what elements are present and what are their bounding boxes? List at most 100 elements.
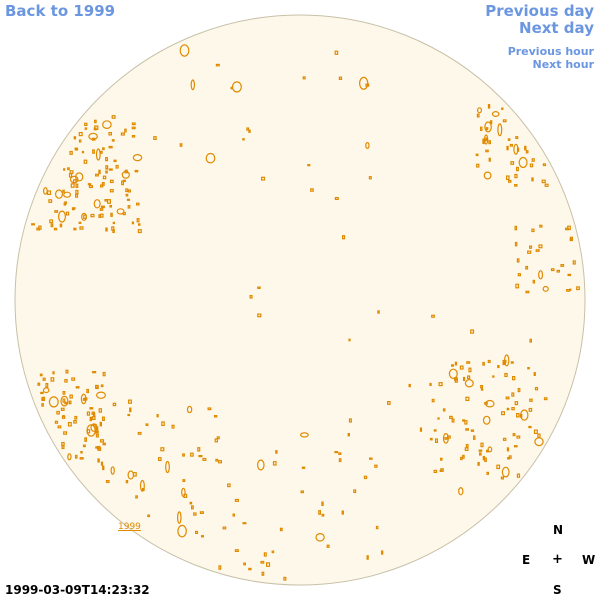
contour-mark	[257, 286, 261, 290]
contour-mark	[68, 400, 72, 405]
contour-mark	[514, 225, 518, 231]
contour-mark	[261, 571, 265, 576]
contour-mark	[125, 480, 129, 484]
contour-mark	[514, 401, 519, 406]
contour-mark	[69, 150, 73, 155]
contour-mark	[136, 202, 140, 206]
contour-mark	[99, 150, 103, 154]
contour-mark	[78, 132, 83, 137]
contour-mark	[75, 189, 79, 195]
contour-mark	[161, 421, 165, 427]
contour-mark	[531, 228, 535, 233]
contour-mark	[50, 223, 54, 228]
contour-mark	[338, 76, 343, 80]
contour-mark	[479, 452, 482, 456]
year-label-link[interactable]: 1999	[118, 522, 141, 532]
compass-north: N	[553, 523, 564, 537]
contour-mark	[86, 429, 91, 434]
contour-mark	[179, 44, 190, 57]
contour-mark	[74, 454, 78, 459]
contour-mark	[57, 425, 62, 429]
contour-mark	[467, 375, 471, 380]
contour-mark	[256, 459, 265, 471]
contour-mark	[193, 512, 197, 516]
contour-mark	[347, 433, 351, 437]
contour-mark	[160, 447, 165, 452]
contour-mark	[80, 393, 87, 405]
contour-mark	[71, 377, 76, 381]
contour-mark	[227, 483, 231, 488]
contour-mark	[60, 407, 65, 411]
contour-mark	[84, 437, 88, 442]
contour-mark	[93, 199, 101, 209]
contour-mark	[307, 164, 311, 167]
contour-mark	[300, 490, 305, 494]
contour-mark	[528, 425, 532, 429]
contour-mark	[62, 189, 65, 193]
contour-mark	[105, 480, 110, 484]
contour-mark	[48, 199, 53, 203]
contour-mark	[465, 396, 470, 401]
contour-mark	[74, 193, 79, 198]
contour-mark	[514, 173, 518, 179]
contour-mark	[516, 473, 521, 478]
contour-mark	[222, 526, 227, 530]
contour-mark	[115, 164, 119, 169]
contour-mark	[129, 407, 132, 413]
contour-mark	[480, 126, 483, 131]
contour-mark	[202, 457, 207, 461]
contour-mark	[468, 367, 472, 373]
contour-mark	[487, 446, 493, 453]
contour-mark	[302, 76, 306, 80]
back-to-year-link[interactable]: Back to 1999	[5, 2, 116, 20]
contour-mark	[500, 476, 504, 480]
contour-mark	[54, 210, 59, 213]
contour-mark	[266, 562, 271, 567]
contour-mark	[41, 403, 44, 407]
contour-mark	[470, 429, 475, 432]
contour-mark	[516, 435, 521, 439]
contour-mark	[182, 479, 186, 483]
contour-mark	[501, 411, 506, 416]
contour-mark	[79, 457, 84, 460]
contour-mark	[88, 132, 98, 141]
contour-mark	[62, 398, 66, 403]
contour-mark	[541, 179, 546, 184]
contour-mark	[39, 373, 43, 377]
contour-mark	[375, 525, 379, 530]
magnetic-contours	[31, 44, 580, 581]
contour-mark	[124, 128, 127, 133]
contour-mark	[147, 514, 151, 518]
contour-mark	[191, 505, 194, 510]
contour-mark	[437, 417, 440, 420]
contour-mark	[64, 379, 68, 383]
contour-mark	[321, 501, 324, 507]
contour-mark	[249, 295, 253, 299]
contour-mark	[439, 469, 443, 472]
contour-mark	[83, 159, 88, 164]
contour-mark	[81, 150, 85, 154]
previous-day-link[interactable]: Previous day	[485, 2, 594, 20]
solar-disk	[14, 14, 586, 586]
contour-mark	[48, 396, 59, 408]
contour-mark	[516, 147, 520, 152]
contour-mark	[135, 495, 138, 499]
contour-mark	[137, 229, 142, 234]
contour-mark	[484, 457, 487, 463]
contour-mark	[539, 224, 543, 228]
next-day-link[interactable]: Next day	[519, 19, 594, 37]
contour-mark	[550, 268, 555, 272]
contour-mark	[275, 450, 278, 454]
contour-mark	[125, 193, 129, 197]
contour-mark	[234, 498, 239, 502]
contour-mark	[42, 396, 46, 401]
contour-mark	[435, 438, 439, 444]
next-hour-link[interactable]: Next hour	[532, 58, 595, 71]
previous-hour-link[interactable]: Previous hour	[507, 45, 594, 58]
contour-mark	[485, 137, 488, 142]
contour-mark	[381, 550, 384, 555]
contour-mark	[67, 422, 72, 427]
contour-mark	[248, 567, 252, 571]
contour-mark	[556, 269, 560, 273]
contour-mark	[83, 214, 87, 219]
